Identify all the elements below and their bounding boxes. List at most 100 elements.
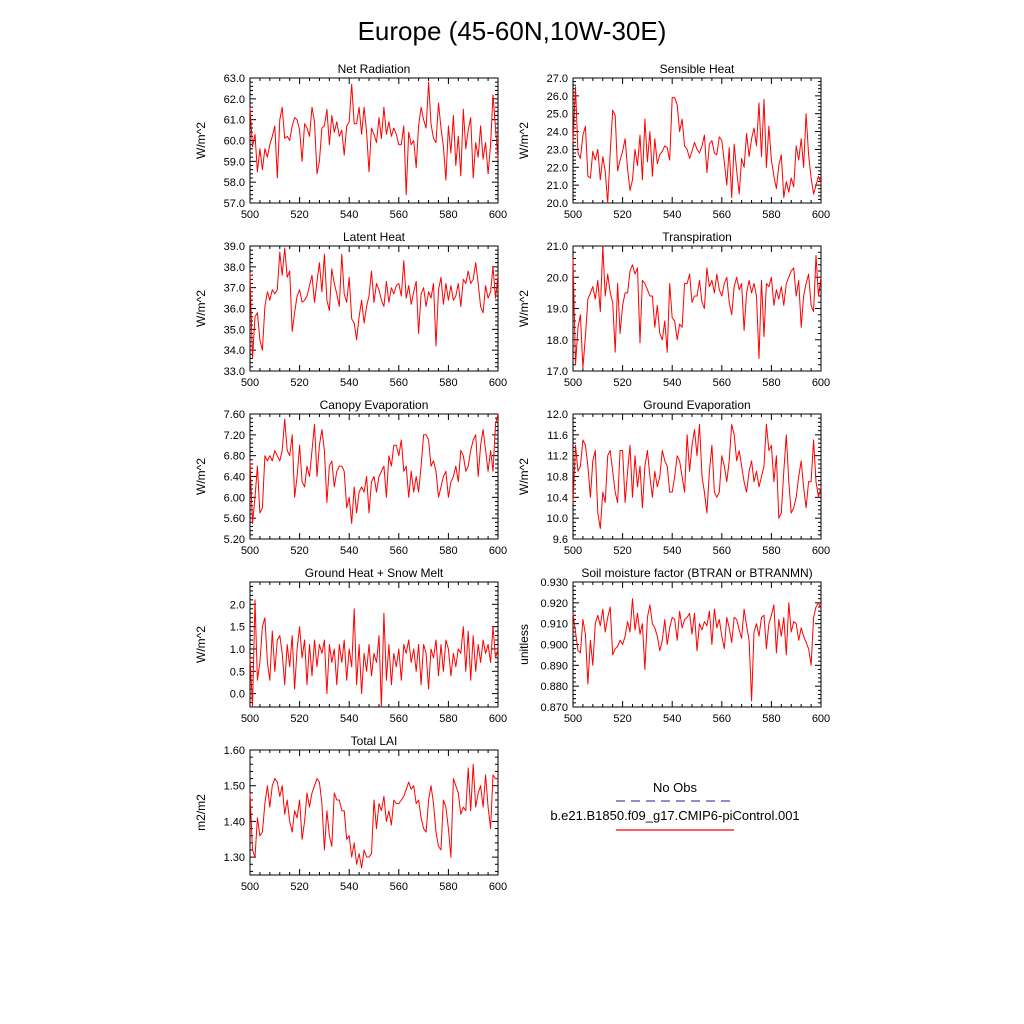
y-tick-label: 34.0 bbox=[224, 345, 245, 357]
y-tick-label: 0.930 bbox=[540, 577, 568, 589]
chart-panel: Latent Heat W/m^2 500 520 540 560 580 600 33.0 34… bbox=[194, 230, 507, 389]
y-tick-label: 10.4 bbox=[547, 492, 568, 504]
y-tick-label: 1.40 bbox=[224, 816, 245, 828]
y-tick-label: 24.0 bbox=[547, 127, 568, 139]
y-tick-label: 10.0 bbox=[547, 513, 568, 525]
x-tick-label: 500 bbox=[564, 545, 582, 557]
y-tick-label: 26.0 bbox=[547, 91, 568, 103]
y-tick-label: 9.6 bbox=[553, 534, 568, 546]
y-tick-label: 59.0 bbox=[224, 156, 245, 168]
x-tick-label: 560 bbox=[713, 377, 731, 389]
y-axis-label: W/m^2 bbox=[517, 458, 531, 495]
chart-panel: Net Radiation W/m^2 500 520 540 560 580 600 57.0… bbox=[194, 62, 507, 221]
x-tick-label: 500 bbox=[241, 377, 259, 389]
series-line bbox=[572, 423, 822, 530]
y-tick-label: 61.0 bbox=[224, 115, 245, 127]
y-tick-label: 1.50 bbox=[224, 781, 245, 793]
x-tick-label: 600 bbox=[812, 377, 830, 389]
y-tick-label: 0.910 bbox=[540, 619, 568, 631]
y-tick-label: 6.80 bbox=[224, 451, 245, 463]
y-tick-label: 37.0 bbox=[224, 283, 245, 295]
y-tick-label: 0.880 bbox=[540, 681, 568, 693]
y-tick-label: 27.0 bbox=[547, 73, 568, 85]
y-tick-label: 38.0 bbox=[224, 262, 245, 274]
chart-title: Sensible Heat bbox=[660, 62, 735, 76]
y-tick-label: 7.60 bbox=[224, 409, 245, 421]
y-tick-label: 6.00 bbox=[224, 492, 245, 504]
y-tick-label: 23.0 bbox=[547, 144, 568, 156]
y-tick-label: 0.920 bbox=[540, 598, 568, 610]
x-tick-label: 560 bbox=[713, 209, 731, 221]
x-tick-label: 560 bbox=[390, 377, 408, 389]
y-tick-label: 33.0 bbox=[224, 366, 245, 378]
x-tick-label: 600 bbox=[812, 713, 830, 725]
chart-title: Soil moisture factor (BTRAN or BTRANMN) bbox=[581, 566, 812, 580]
x-tick-label: 600 bbox=[489, 377, 507, 389]
y-axis-label: W/m^2 bbox=[517, 290, 531, 327]
x-tick-label: 580 bbox=[439, 209, 457, 221]
series-line bbox=[249, 81, 499, 196]
x-tick-label: 600 bbox=[489, 713, 507, 725]
x-tick-label: 520 bbox=[290, 545, 308, 557]
series-line bbox=[249, 247, 499, 359]
plot-frame bbox=[249, 245, 499, 372]
series-line bbox=[249, 599, 499, 708]
chart-panel: Soil moisture factor (BTRAN or BTRANMN) u… bbox=[517, 566, 830, 725]
x-tick-label: 580 bbox=[762, 713, 780, 725]
y-tick-label: 11.2 bbox=[547, 451, 568, 463]
x-tick-label: 580 bbox=[439, 377, 457, 389]
y-tick-label: 17.0 bbox=[547, 366, 568, 378]
x-tick-label: 600 bbox=[812, 545, 830, 557]
x-tick-label: 580 bbox=[762, 377, 780, 389]
series-line bbox=[572, 245, 822, 369]
x-tick-label: 560 bbox=[390, 881, 408, 893]
legend-obs-label: No Obs bbox=[653, 780, 698, 795]
x-tick-label: 540 bbox=[340, 713, 358, 725]
y-tick-label: 0.890 bbox=[540, 660, 568, 672]
plot-frame bbox=[572, 77, 822, 204]
chart-title: Ground Evaporation bbox=[643, 398, 750, 412]
x-tick-label: 560 bbox=[713, 713, 731, 725]
y-tick-label: 60.0 bbox=[224, 136, 245, 148]
series-line bbox=[572, 598, 822, 702]
y-tick-label: 12.0 bbox=[547, 409, 568, 421]
x-tick-label: 500 bbox=[241, 209, 259, 221]
y-tick-label: 39.0 bbox=[224, 241, 245, 253]
y-tick-label: 0.5 bbox=[230, 666, 245, 678]
x-tick-label: 580 bbox=[439, 713, 457, 725]
x-tick-label: 520 bbox=[290, 209, 308, 221]
chart-title: Canopy Evaporation bbox=[320, 398, 429, 412]
chart-panel: Canopy Evaporation W/m^2 500 520 540 560 580 60… bbox=[194, 398, 507, 557]
y-tick-label: 1.30 bbox=[224, 852, 245, 864]
x-tick-label: 500 bbox=[241, 713, 259, 725]
x-tick-label: 560 bbox=[713, 545, 731, 557]
x-tick-label: 540 bbox=[663, 377, 681, 389]
y-axis-label: W/m^2 bbox=[517, 122, 531, 159]
chart-title: Transpiration bbox=[662, 230, 732, 244]
chart-panel: Ground Heat + Snow Melt W/m^2 500 520 540 560… bbox=[194, 566, 507, 725]
y-tick-label: 63.0 bbox=[224, 73, 245, 85]
legend: No Obs b.e21.B1850.f09_g17.CMIP6-piContr… bbox=[550, 780, 800, 831]
y-tick-label: 10.8 bbox=[547, 472, 568, 484]
page-title: Europe (45-60N,10W-30E) bbox=[358, 16, 667, 46]
x-tick-label: 580 bbox=[439, 545, 457, 557]
y-tick-label: 62.0 bbox=[224, 94, 245, 106]
y-tick-label: 20.0 bbox=[547, 198, 568, 210]
x-tick-label: 540 bbox=[340, 209, 358, 221]
chart-panel: Sensible Heat W/m^2 500 520 540 560 580 600 20.0… bbox=[517, 62, 830, 221]
y-axis-label: W/m^2 bbox=[194, 122, 208, 159]
x-tick-label: 520 bbox=[613, 209, 631, 221]
x-tick-label: 580 bbox=[762, 545, 780, 557]
plot-frame bbox=[249, 749, 499, 876]
y-axis-label: W/m^2 bbox=[194, 626, 208, 663]
y-axis-label: unitless bbox=[517, 624, 531, 665]
x-tick-label: 540 bbox=[663, 713, 681, 725]
y-tick-label: 0.0 bbox=[230, 689, 245, 701]
x-tick-label: 540 bbox=[340, 881, 358, 893]
chart-panel: Total LAI m2/m2 500 520 540 560 580 600 1.30 1.40… bbox=[194, 734, 507, 893]
x-tick-label: 600 bbox=[812, 209, 830, 221]
x-tick-label: 540 bbox=[663, 209, 681, 221]
plot-frame bbox=[572, 245, 822, 372]
y-tick-label: 0.870 bbox=[540, 702, 568, 714]
